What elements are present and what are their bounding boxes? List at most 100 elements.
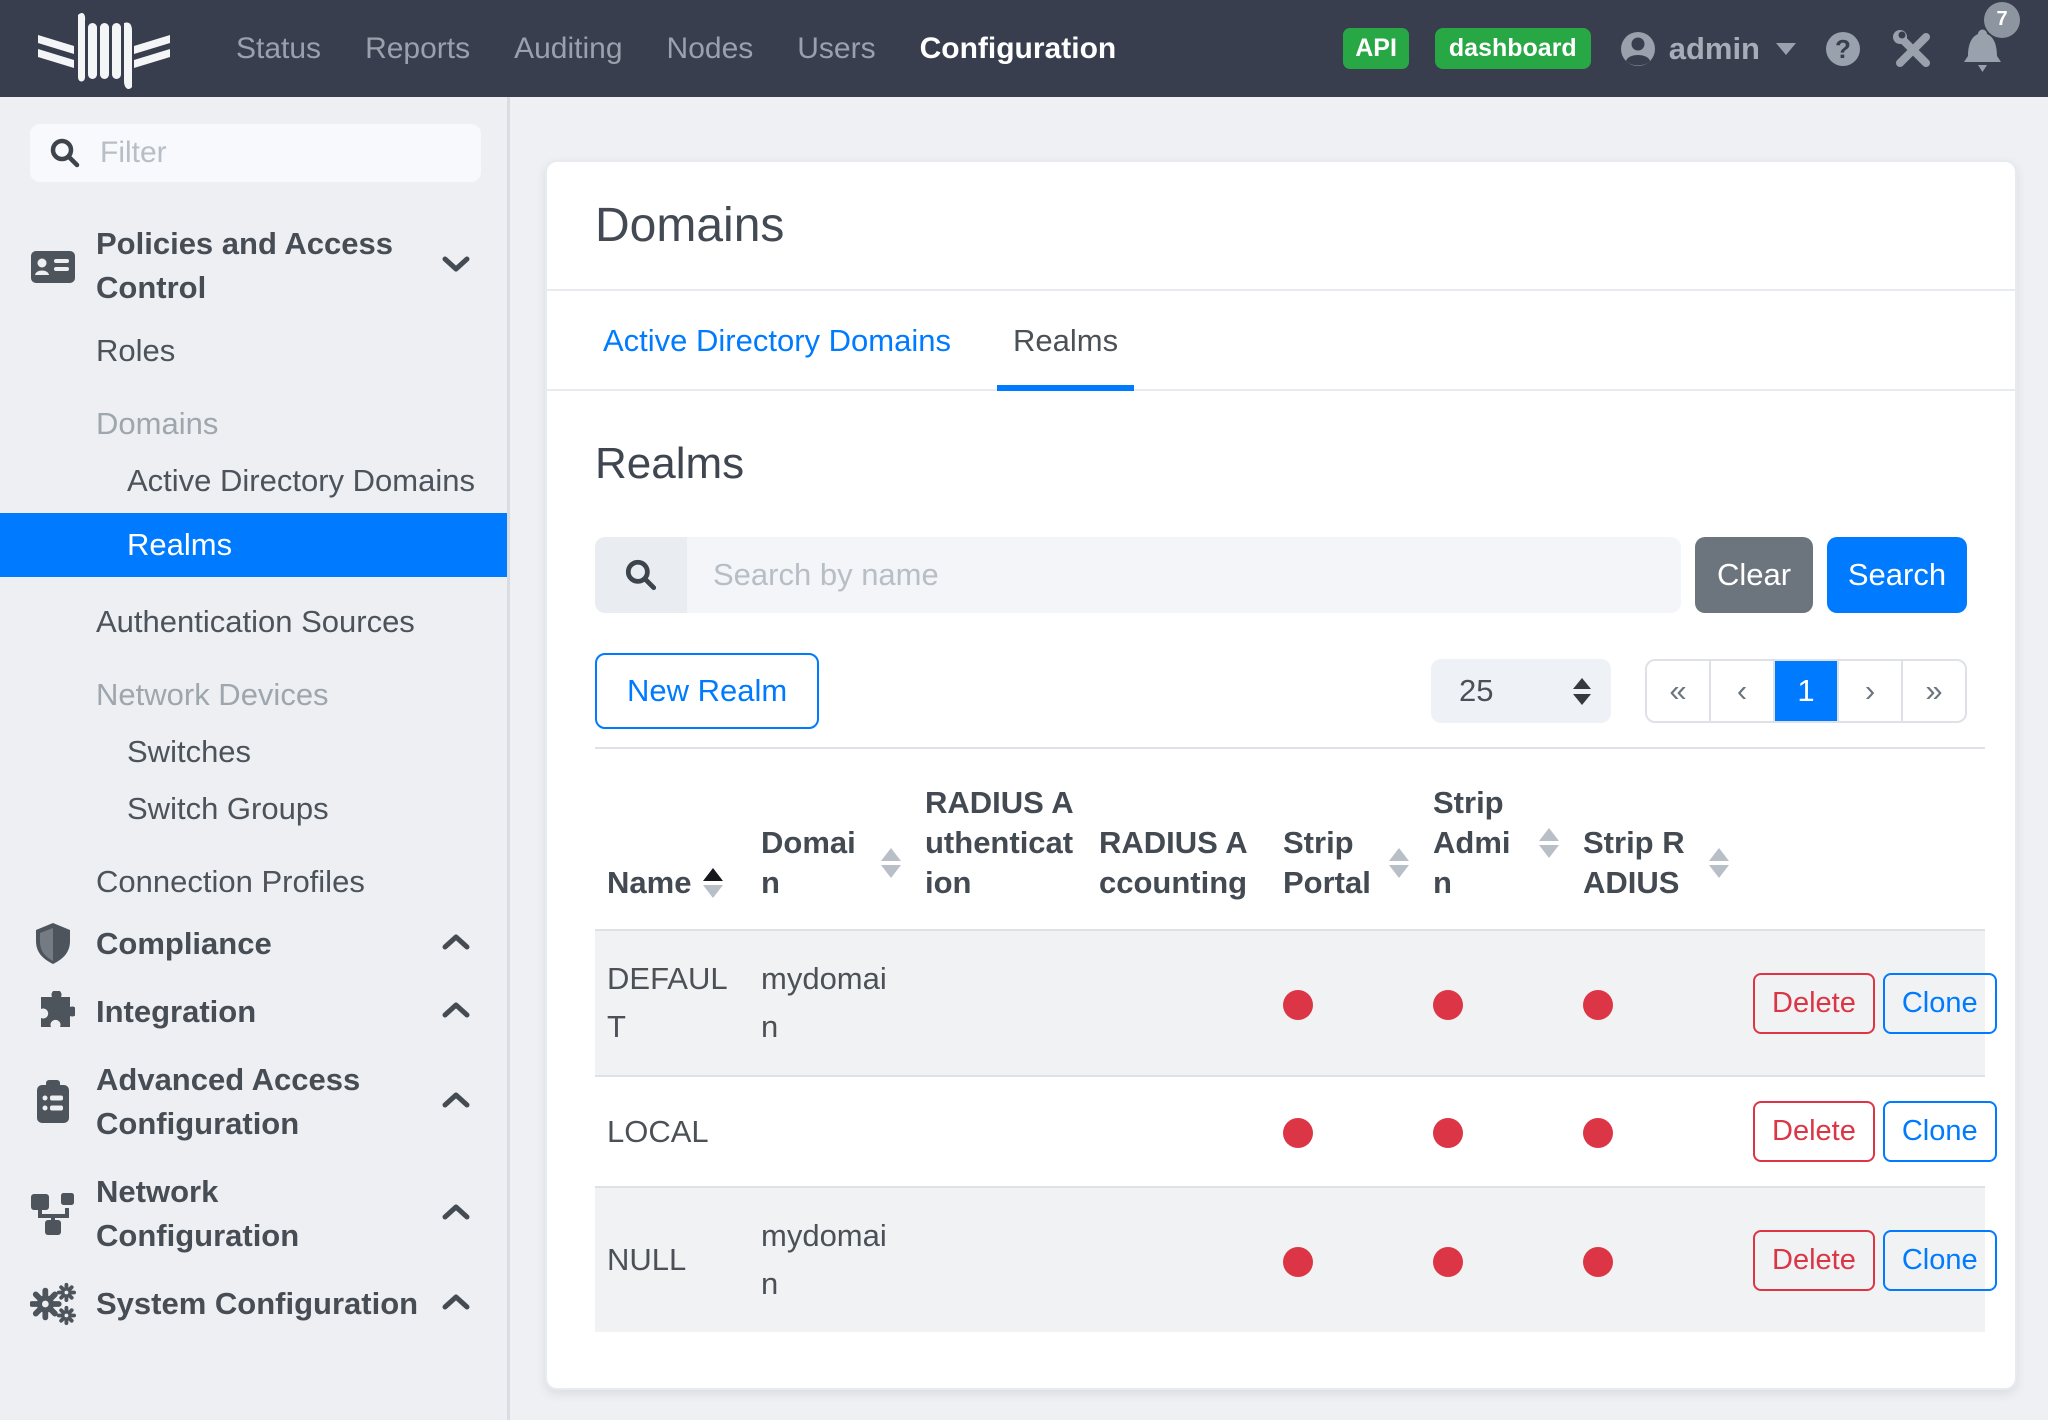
help-button[interactable]: ? [1822,28,1864,70]
sidebar-section-advanced-access-configuration[interactable]: Advanced Access Configuration [0,1046,507,1158]
api-badge[interactable]: API [1343,28,1409,69]
table-row-default[interactable]: DEFAULTmydomainDeleteClone [595,930,1985,1076]
column-label: Domain [761,823,869,903]
cell-strip-admin [1421,1076,1571,1187]
nav-item-status[interactable]: Status [214,32,343,66]
column-header-actions [1741,748,1985,930]
tab-realms[interactable]: Realms [997,291,1134,391]
nav-item-reports[interactable]: Reports [343,32,492,66]
delete-button[interactable]: Delete [1753,1101,1875,1162]
caret-down-icon [1776,43,1796,55]
dashboard-badge[interactable]: dashboard [1435,28,1591,69]
clone-button[interactable]: Clone [1883,973,1997,1034]
column-header-domain[interactable]: Domain [749,748,913,930]
search-row: Clear Search [595,537,1967,613]
clone-button[interactable]: Clone [1883,1101,1997,1162]
sort-caret-icon [703,868,723,898]
sidebar-section-label: Integration [96,990,429,1034]
shield-icon [30,922,76,966]
column-header-strip-admin[interactable]: Strip Admin [1421,748,1571,930]
clipboard-list-icon [30,1079,76,1125]
cell-strip-portal [1271,1187,1421,1332]
cell-strip-admin [1421,930,1571,1076]
user-circle-icon [1617,28,1659,70]
delete-button[interactable]: Delete [1753,1230,1875,1291]
sidebar-item-switch-groups[interactable]: Switch Groups [0,780,507,837]
new-realm-button[interactable]: New Realm [595,653,819,729]
per-page-select[interactable]: 25 [1431,659,1611,723]
sidebar-filter-input[interactable] [98,135,432,171]
cell-radius-authentication [913,1187,1087,1332]
tab-active-directory-domains[interactable]: Active Directory Domains [587,291,967,391]
page-button-current[interactable]: 1 [1773,661,1837,721]
page-button-1[interactable]: ‹ [1709,661,1773,721]
tools-button[interactable] [1890,27,1934,71]
page-button-0[interactable]: « [1647,661,1709,721]
cell-actions: DeleteClone [1741,1076,1985,1187]
column-header-name[interactable]: Name [595,748,749,930]
chevron-up-icon [441,932,471,957]
clear-button[interactable]: Clear [1695,537,1813,613]
notifications-button[interactable]: 7 [1960,24,2004,74]
sidebar-section-label: System Configuration [96,1282,429,1326]
sidebar-section-compliance[interactable]: Compliance [0,910,507,978]
sort-caret-icon [1389,848,1409,878]
column-header-strip-radius[interactable]: Strip RADIUS [1571,748,1741,930]
sidebar-nav: Policies and Access ControlRolesDomainsA… [0,210,507,1338]
pagination: «‹1›» [1645,659,1967,723]
sidebar-section-network-configuration[interactable]: Network Configuration [0,1158,507,1270]
navbar-right: API dashboard admin ? [1343,24,2018,74]
clone-button[interactable]: Clone [1883,1230,1997,1291]
username-label: admin [1669,31,1760,67]
sidebar-section-integration[interactable]: Integration [0,978,507,1046]
strip-admin-dot [1433,1118,1463,1148]
table-row-null[interactable]: NULLmydomainDeleteClone [595,1187,1985,1332]
cell-strip-admin [1421,1187,1571,1332]
cell-name: DEFAULT [595,930,749,1076]
sidebar-item-active-directory-domains[interactable]: Active Directory Domains [0,452,507,509]
nav-item-configuration[interactable]: Configuration [898,32,1139,66]
sidebar-filter[interactable] [30,124,481,182]
controls-row: New Realm 25 «‹1›» [595,653,1967,729]
sidebar-item-realms[interactable]: Realms [0,513,507,577]
sort-caret-icon [1539,828,1559,858]
sitemap-icon [30,1193,76,1235]
sidebar-item-switches[interactable]: Switches [0,723,507,780]
cell-radius-authentication [913,1076,1087,1187]
navbar-menu: StatusReportsAuditingNodesUsersConfigura… [214,32,1138,66]
user-menu[interactable]: admin [1617,28,1796,70]
packetfence-logo-icon[interactable] [38,9,170,89]
column-label: Strip Admin [1433,783,1527,903]
cell-name: NULL [595,1187,749,1332]
strip-radius-dot [1583,1247,1613,1277]
strip-portal-dot [1283,990,1313,1020]
nav-item-nodes[interactable]: Nodes [645,32,776,66]
cell-actions: DeleteClone [1741,1187,1985,1332]
sidebar: Policies and Access ControlRolesDomainsA… [0,97,510,1420]
column-label: RADIUS Authentication [925,783,1075,903]
cell-radius-accounting [1087,930,1271,1076]
section-heading: Realms [595,439,1975,489]
nav-item-users[interactable]: Users [775,32,897,66]
sidebar-item-roles[interactable]: Roles [0,322,507,379]
nav-item-auditing[interactable]: Auditing [492,32,644,66]
delete-button[interactable]: Delete [1753,973,1875,1034]
sidebar-section-policies-and-access-control[interactable]: Policies and Access Control [0,210,507,322]
cell-radius-accounting [1087,1076,1271,1187]
table-row-local[interactable]: LOCALDeleteClone [595,1076,1985,1187]
column-header-strip-portal[interactable]: Strip Portal [1271,748,1421,930]
cell-strip-portal [1271,1076,1421,1187]
strip-portal-dot [1283,1118,1313,1148]
select-arrows-icon [1573,678,1591,705]
strip-radius-dot [1583,1118,1613,1148]
sort-caret-icon [881,848,901,878]
top-navbar: StatusReportsAuditingNodesUsersConfigura… [0,0,2048,97]
sidebar-item-authentication-sources[interactable]: Authentication Sources [0,593,507,650]
sidebar-section-system-configuration[interactable]: System Configuration [0,1270,507,1338]
column-label: RADIUS Accounting [1099,823,1259,903]
search-button[interactable]: Search [1827,537,1967,613]
sidebar-item-connection-profiles[interactable]: Connection Profiles [0,853,507,910]
search-input[interactable] [687,537,1681,613]
page-button-4[interactable]: » [1901,661,1965,721]
page-button-3[interactable]: › [1837,661,1901,721]
